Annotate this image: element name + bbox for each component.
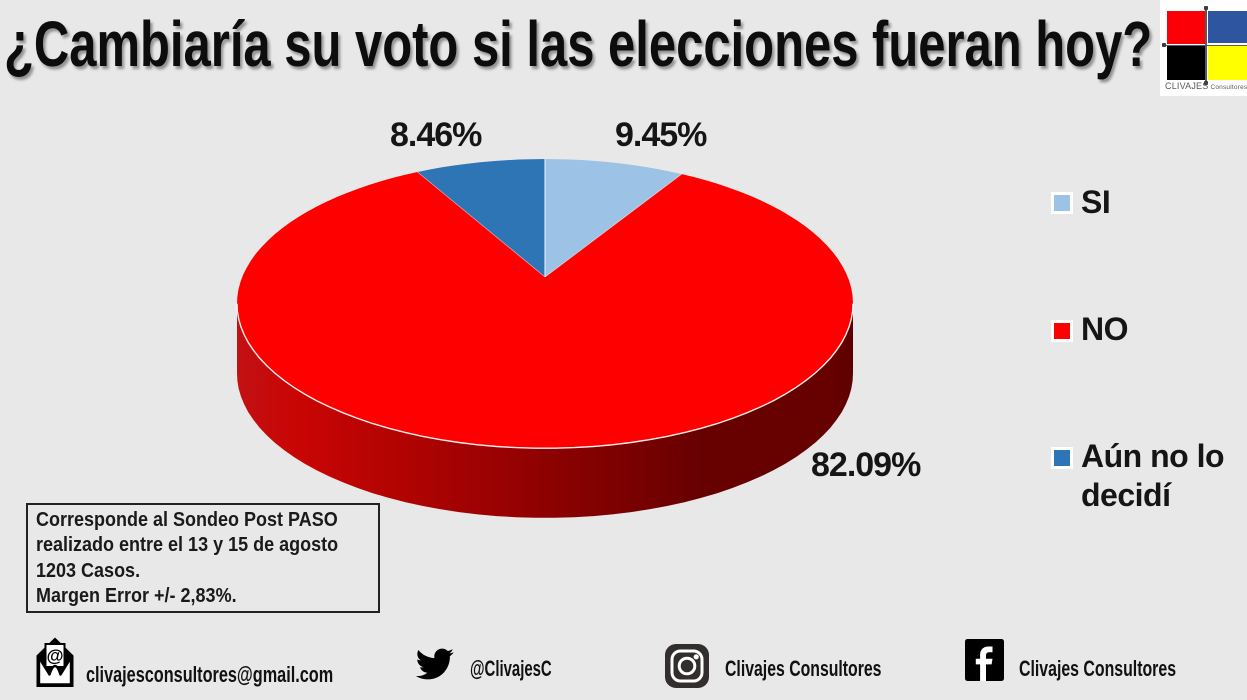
svg-text:@: @ <box>46 646 63 666</box>
